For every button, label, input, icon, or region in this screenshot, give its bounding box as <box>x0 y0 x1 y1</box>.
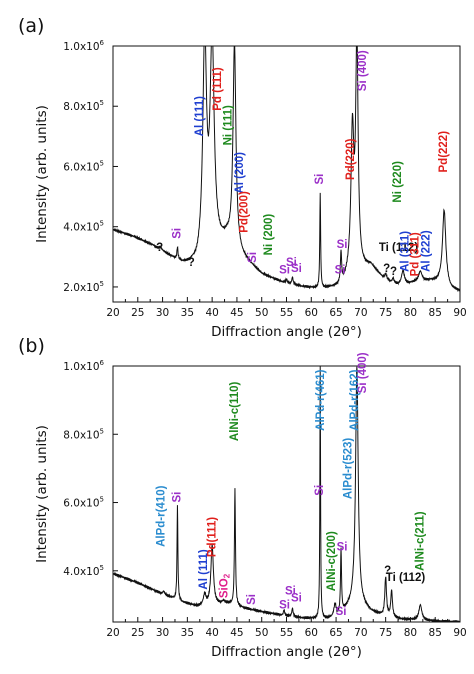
peak-annotation: Si <box>314 485 326 496</box>
y-tick-label: 8.0x105 <box>63 427 104 441</box>
x-axis-label: Diffraction angle (2θ°) <box>211 324 362 340</box>
x-tick-label: 45 <box>230 627 243 639</box>
x-axis-label: Diffraction angle (2θ°) <box>211 644 362 660</box>
x-tick-label: 75 <box>379 627 392 639</box>
x-tick-label: 35 <box>181 307 194 319</box>
y-tick-label: 2.0x105 <box>63 280 104 294</box>
peak-annotation: Pd (311) <box>409 232 421 276</box>
peak-annotation: Al (311) <box>400 231 412 272</box>
x-tick-label: 30 <box>156 307 169 319</box>
peak-annotation: AlNi-c(211) <box>414 511 426 571</box>
peak-annotation: AlPd-r(461) <box>315 369 327 431</box>
peak-annotation: Pd(220) <box>345 138 357 180</box>
peak-annotation: Pd(111) <box>207 517 219 557</box>
peak-annotation: Si <box>291 593 302 605</box>
x-tick-label: 85 <box>429 307 442 319</box>
peak-annotation: AlPd-r(410) <box>156 485 168 547</box>
x-tick-label: 65 <box>329 307 342 319</box>
x-tick-label: 80 <box>404 627 417 639</box>
x-tick-label: 25 <box>131 627 144 639</box>
x-tick-label: 40 <box>205 627 218 639</box>
panel-label: (a) <box>18 15 44 37</box>
x-tick-label: 60 <box>305 307 318 319</box>
x-tick-label: 20 <box>106 307 119 319</box>
y-tick-label: 6.0x105 <box>63 496 104 510</box>
x-tick-label: 70 <box>354 627 367 639</box>
peak-annotation: Si (400) <box>357 352 369 393</box>
y-tick-label: 8.0x105 <box>63 99 104 113</box>
peak-annotation: Si <box>171 228 183 239</box>
x-tick-label: 80 <box>404 307 417 319</box>
peak-annotation: Si <box>285 586 296 598</box>
peak-annotation: Si <box>246 594 258 605</box>
x-tick-label: 55 <box>280 627 293 639</box>
peak-annotation: Pd(200) <box>238 191 250 233</box>
x-tick-label: 70 <box>354 307 367 319</box>
peak-annotation: ? <box>384 565 391 577</box>
peak-annotation: Si <box>247 252 259 263</box>
peak-annotation: Pd(222) <box>438 131 450 173</box>
x-tick-label: 30 <box>156 627 169 639</box>
peak-annotation: ? <box>156 242 163 254</box>
peak-annotation: Si <box>337 541 348 553</box>
panel-a: (a) 20 25 30 35 40 45 50 55 60 65 70 75 80 85 90 2.0x105… <box>18 15 467 340</box>
y-tick-label: 4.0x105 <box>63 220 104 234</box>
xrd-spectrum-line <box>113 366 460 622</box>
peak-annotation: Si <box>171 492 183 503</box>
peak-annotation: Si <box>336 606 347 618</box>
panel-label: (b) <box>18 335 45 357</box>
peak-annotation: AlPd-r(162) <box>349 369 361 431</box>
x-tick-label: 85 <box>429 627 442 639</box>
x-tick-label: 35 <box>181 627 194 639</box>
x-tick-label: 90 <box>453 627 466 639</box>
peak-annotation: AlPd-r(523) <box>342 438 354 500</box>
peak-annotation: Ni (220) <box>392 161 404 203</box>
x-tick-label: 45 <box>230 307 243 319</box>
peak-annotation: SiO2 <box>219 573 232 598</box>
peak-annotation: Ni (200) <box>263 214 275 256</box>
y-axis-label: Intensity (arb. units) <box>34 425 50 563</box>
peak-annotation: Al (111) <box>194 96 206 136</box>
peak-annotation: AlNi-c(110) <box>229 381 241 441</box>
peak-annotation: AlNi-c(200) <box>326 531 338 591</box>
peak-annotation: Si <box>337 239 348 251</box>
peak-annotation: Pd (111) <box>212 67 224 111</box>
peak-annotation: Al (111) <box>198 549 210 589</box>
x-tick-label: 55 <box>280 307 293 319</box>
peak-annotation: ? <box>390 266 397 278</box>
peak-annotation: Ti (112) <box>386 572 426 584</box>
y-tick-label: 6.0x105 <box>63 159 104 173</box>
peak-annotation: Al (222) <box>420 230 432 272</box>
peak-annotation: Al (200) <box>234 152 246 194</box>
y-axis-label: Intensity (arb. units) <box>34 105 50 243</box>
x-tick-label: 20 <box>106 627 119 639</box>
x-tick-label: 50 <box>255 627 268 639</box>
peak-annotation: Si <box>279 264 290 276</box>
y-tick-label: 4.0x105 <box>63 564 104 578</box>
peak-annotation: ? <box>188 257 195 269</box>
panel-b: (b) 20 25 30 35 40 45 50 55 60 65 70 75 80 85 90 4.0x105… <box>18 335 467 660</box>
peak-annotation: Si <box>279 599 290 611</box>
x-tick-label: 50 <box>255 307 268 319</box>
x-tick-label: 25 <box>131 307 144 319</box>
peak-annotation: Si (400) <box>357 50 369 91</box>
x-tick-label: 60 <box>305 627 318 639</box>
y-tick-label: 1.0x106 <box>63 39 104 53</box>
peak-annotation: Si <box>335 264 346 276</box>
peak-annotation: Si <box>291 263 302 275</box>
x-tick-label: 65 <box>329 627 342 639</box>
peak-annotation: Si <box>286 257 297 269</box>
x-tick-label: 90 <box>453 307 466 319</box>
x-tick-label: 75 <box>379 307 392 319</box>
peak-annotation: Si <box>314 174 326 185</box>
peak-annotation: ? <box>383 263 390 275</box>
x-tick-label: 40 <box>205 307 218 319</box>
y-tick-label: 1.0x106 <box>63 359 104 373</box>
peak-annotation: Ti (112) <box>379 242 419 254</box>
xrd-spectrum-line <box>113 46 460 293</box>
peak-annotation: Ni (111) <box>223 105 235 145</box>
